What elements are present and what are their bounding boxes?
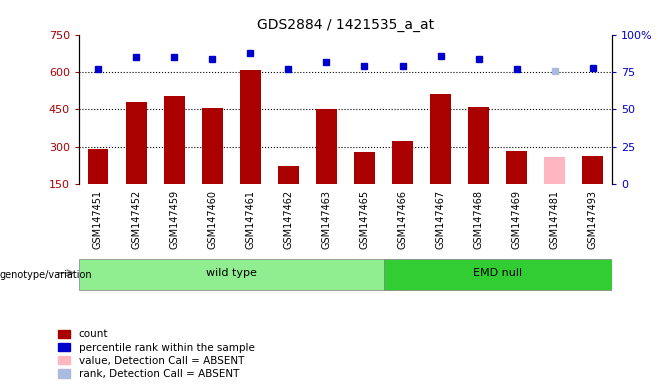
Text: GSM147466: GSM147466 <box>397 190 407 249</box>
Bar <box>506 151 527 184</box>
Bar <box>430 94 451 184</box>
Text: GSM147465: GSM147465 <box>359 190 370 249</box>
Text: GSM147461: GSM147461 <box>245 190 255 249</box>
Text: GSM147468: GSM147468 <box>474 190 484 249</box>
Bar <box>392 141 413 184</box>
Text: GSM147452: GSM147452 <box>131 190 141 249</box>
Bar <box>164 96 185 184</box>
Bar <box>278 166 299 184</box>
FancyBboxPatch shape <box>384 259 612 290</box>
Bar <box>202 108 222 184</box>
Text: GSM147462: GSM147462 <box>284 190 293 249</box>
FancyBboxPatch shape <box>79 259 384 290</box>
Legend: count, percentile rank within the sample, value, Detection Call = ABSENT, rank, : count, percentile rank within the sample… <box>58 329 255 379</box>
Bar <box>126 102 147 184</box>
Text: wild type: wild type <box>206 268 257 278</box>
Text: EMD null: EMD null <box>473 268 522 278</box>
Title: GDS2884 / 1421535_a_at: GDS2884 / 1421535_a_at <box>257 18 434 32</box>
Text: GSM147493: GSM147493 <box>588 190 598 249</box>
Text: GSM147469: GSM147469 <box>512 190 522 249</box>
Text: GSM147463: GSM147463 <box>321 190 332 249</box>
Text: GSM147460: GSM147460 <box>207 190 217 249</box>
Bar <box>316 109 337 184</box>
Text: GSM147459: GSM147459 <box>169 190 179 249</box>
Text: GSM147481: GSM147481 <box>550 190 560 249</box>
Bar <box>354 152 375 184</box>
Bar <box>544 157 565 184</box>
Bar <box>88 149 109 184</box>
Bar <box>240 70 261 184</box>
Text: genotype/variation: genotype/variation <box>0 270 93 280</box>
Text: GSM147467: GSM147467 <box>436 190 445 249</box>
Text: GSM147451: GSM147451 <box>93 190 103 249</box>
Bar <box>582 156 603 184</box>
Bar <box>468 107 489 184</box>
